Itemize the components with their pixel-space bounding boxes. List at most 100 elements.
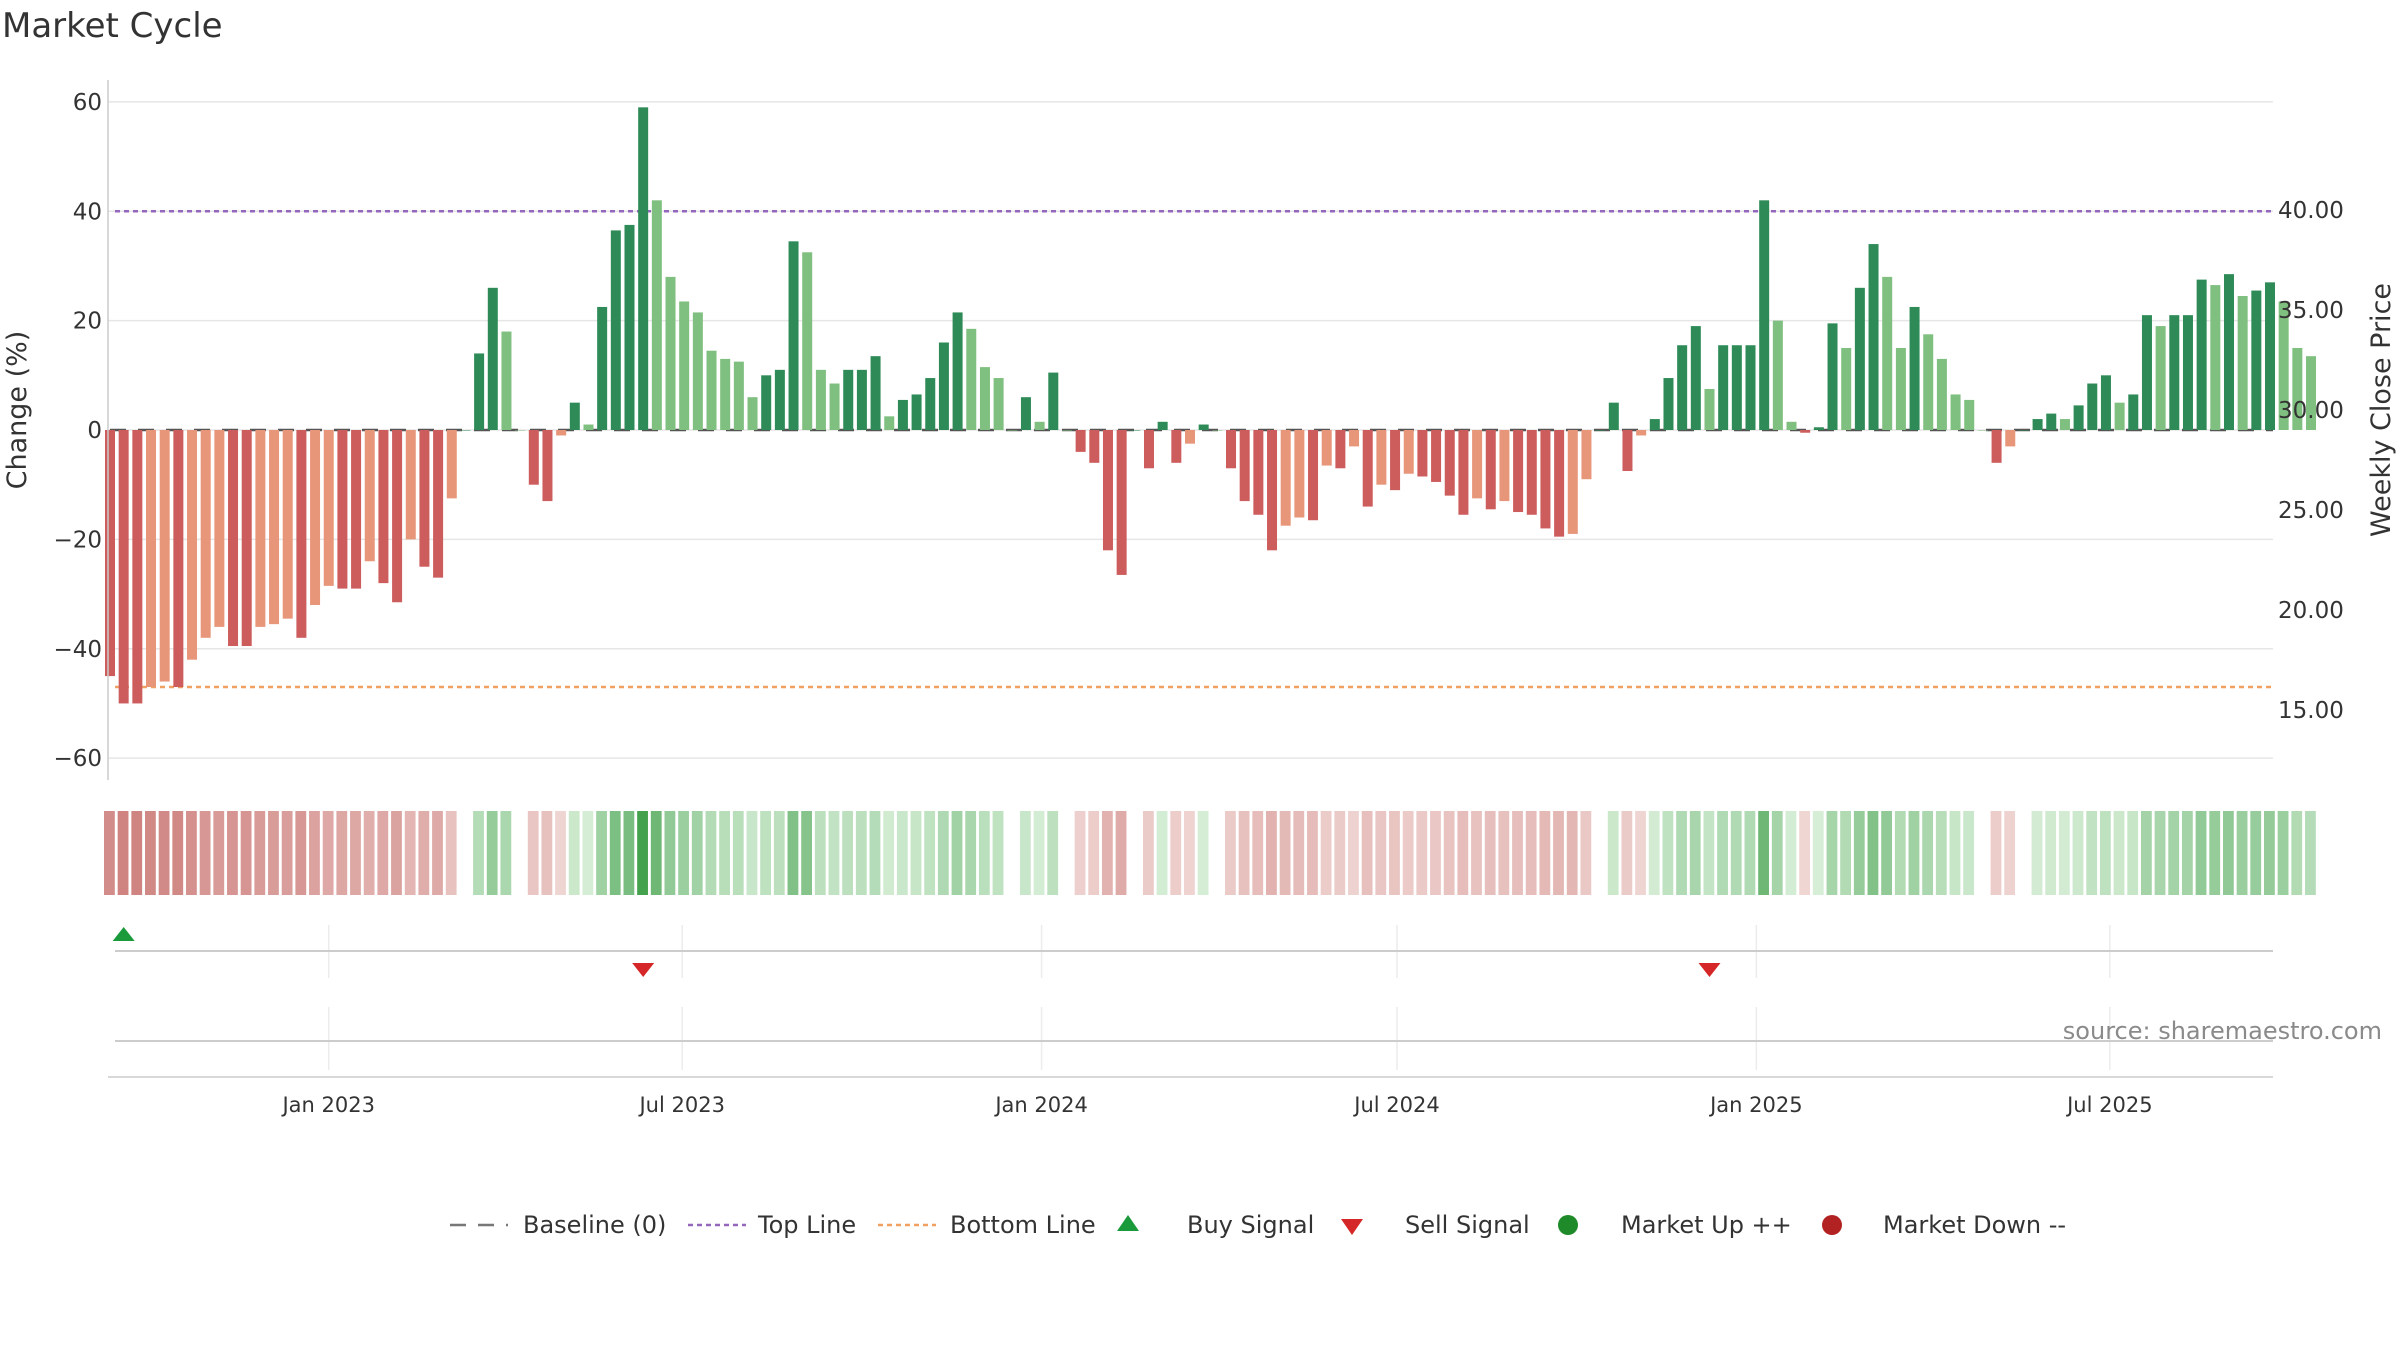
change-bar: [1690, 326, 1701, 430]
change-bar: [200, 430, 211, 638]
change-bar: [159, 430, 170, 682]
change-bar: [419, 430, 430, 567]
cycle-cell: [186, 811, 197, 895]
change-bar: [1854, 287, 1865, 430]
cycle-cell: [650, 811, 662, 895]
y-tick-label: −40: [53, 637, 102, 663]
change-bar: [1499, 430, 1510, 502]
change-bar: [897, 399, 908, 430]
cycle-cell: [2086, 811, 2098, 895]
cycle-cell: [2222, 811, 2234, 895]
cycle-cell: [1840, 811, 1852, 895]
cycle-cell: [2236, 811, 2248, 895]
cycle-cell: [773, 811, 785, 895]
cycle-cell: [678, 811, 689, 895]
change-bar: [228, 430, 239, 647]
y-tick-label: 60: [73, 90, 102, 116]
change-bar: [1991, 430, 2002, 463]
x-tick-label: Jul 2024: [1352, 1093, 1439, 1117]
cycle-cell: [1744, 811, 1756, 895]
change-bar: [501, 331, 512, 430]
x-tick-label: Jan 2025: [1708, 1093, 1803, 1117]
change-bar: [241, 430, 252, 647]
cycle-cell: [1389, 811, 1400, 895]
change-bar: [843, 369, 854, 430]
cycle-cell: [486, 811, 498, 895]
cycle-cell: [1730, 811, 1742, 895]
cycle-cell: [172, 811, 184, 895]
change-bar: [1895, 347, 1906, 430]
cycle-cell: [1375, 811, 1387, 895]
change-bar: [1731, 345, 1742, 430]
change-bar: [1007, 430, 1018, 431]
change-bar: [392, 430, 403, 603]
cycle-cell: [1771, 811, 1783, 895]
change-bar: [1417, 430, 1428, 477]
change-bar: [405, 430, 416, 540]
change-bar: [2018, 430, 2029, 431]
cycle-cell: [1635, 811, 1646, 895]
cycle-cell: [1867, 811, 1879, 895]
change-bar: [1909, 306, 1920, 430]
change-bar: [2073, 405, 2084, 430]
change-bar: [1608, 402, 1619, 430]
cycle-cell: [664, 811, 676, 895]
change-bar: [1458, 430, 1469, 515]
sell-signal-marker: [1698, 963, 1721, 977]
change-bar: [2155, 326, 2166, 430]
cycle-cell: [1922, 811, 1934, 895]
cycle-cell: [2113, 811, 2125, 895]
cycle-cell: [555, 811, 566, 895]
change-bar: [966, 328, 977, 430]
cycle-cell: [1498, 811, 1510, 895]
change-bar: [1280, 430, 1291, 526]
change-bar: [1171, 430, 1182, 463]
change-bar: [802, 252, 813, 430]
change-bar: [487, 287, 498, 430]
change-bar: [1267, 430, 1278, 551]
change-bar: [1704, 388, 1715, 430]
cycle-cell: [104, 811, 115, 895]
change-bar: [1239, 430, 1250, 502]
cycle-cell: [1334, 811, 1346, 895]
legend-sell-icon: [1341, 1219, 1363, 1235]
legend-label: Baseline (0): [523, 1211, 666, 1239]
change-bar: [1403, 430, 1414, 474]
change-bar: [132, 430, 143, 704]
change-bar: [1349, 430, 1360, 447]
change-bar: [1977, 430, 1988, 431]
cycle-cell: [1129, 811, 1141, 895]
cycle-cell: [2168, 811, 2180, 895]
change-bar: [528, 430, 539, 485]
change-bar: [624, 224, 635, 430]
legend-label: Market Down --: [1883, 1211, 2066, 1239]
change-bar: [173, 430, 184, 688]
cycle-cell: [992, 811, 1004, 895]
cycle-cell: [268, 811, 279, 895]
cycle-cell: [2181, 811, 2193, 895]
change-bar: [146, 430, 157, 688]
y-tick-label: 40: [73, 199, 102, 225]
chart-title: Market Cycle: [2, 6, 223, 46]
legend-item: Buy Signal: [1117, 1211, 1314, 1239]
change-bar: [1362, 430, 1373, 507]
change-bar: [979, 367, 990, 430]
change-bar: [2210, 285, 2221, 430]
cycle-cell: [254, 811, 266, 895]
change-bar: [1075, 430, 1086, 452]
cycle-cell: [1293, 811, 1305, 895]
change-bar: [269, 430, 280, 625]
cycle-cell: [1676, 811, 1687, 895]
cycle-cell: [336, 811, 348, 895]
cycle-cell: [1963, 811, 1975, 895]
change-bar: [1294, 430, 1305, 518]
cycle-cell: [1471, 811, 1482, 895]
change-bar: [829, 383, 840, 430]
change-bar: [2059, 419, 2070, 430]
source-note: source: sharemaestro.com: [2063, 1017, 2382, 1045]
cycle-cell: [1785, 811, 1797, 895]
cycle-cell: [2250, 811, 2262, 895]
cycle-cell: [1033, 811, 1045, 895]
change-bar: [1335, 430, 1346, 469]
date-axis: Jan 2023 Jul 2023 Jan 2024 Jul 2024 Jan 2025…: [108, 1076, 2273, 1117]
